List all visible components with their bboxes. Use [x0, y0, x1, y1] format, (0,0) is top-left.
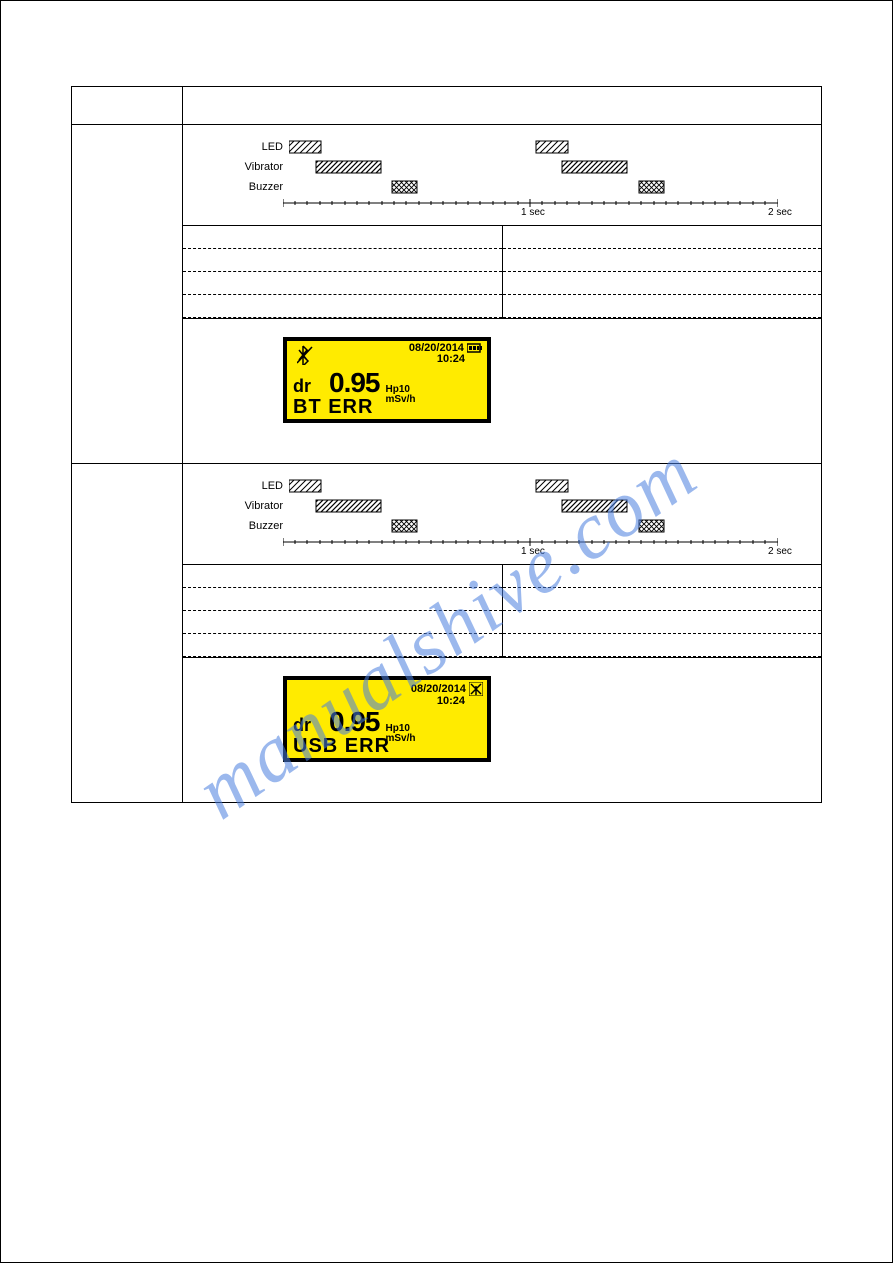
battery-icon [467, 343, 483, 353]
lcd-value-a: 0.95 [329, 369, 380, 397]
vib-bars-a [289, 160, 784, 174]
lcd-time-b: 10:24 [411, 696, 465, 707]
row-b-content: LED Vibrator Buzzer [183, 464, 822, 803]
lcd-dr-label-a: dr [293, 377, 311, 395]
timing-diagram-a: LED Vibrator Buzzer [183, 125, 821, 225]
lcd-error-b: USB ERR [293, 736, 390, 756]
lcd-unit-bot-a: mSv/h [386, 395, 416, 405]
vib-bars-b [289, 499, 784, 513]
row-a-content: LED Vibrator Buzzer [183, 125, 822, 464]
lcd-error-a: BT ERR [293, 397, 373, 417]
buz-bars-b [289, 519, 784, 533]
buz-bars-a [289, 180, 784, 194]
timing-label-vibrator-b: Vibrator [223, 500, 289, 512]
bluetooth-cross-icon [297, 345, 313, 368]
header-left [72, 87, 183, 125]
lcd-dr-label-b: dr [293, 716, 311, 734]
timing-label-vibrator: Vibrator [223, 161, 289, 173]
inner-table-a [183, 225, 821, 318]
lcd-display-b: 08/20/2014 10:24 dr 0.95 Hp10 mSv/h [283, 676, 491, 762]
axis-1sec-a: 1 sec [521, 207, 545, 218]
main-table: LED Vibrator Buzzer [71, 86, 822, 803]
antenna-cross-icon [469, 682, 483, 696]
timing-label-led: LED [223, 141, 289, 153]
timing-diagram-b: LED Vibrator Buzzer [183, 464, 821, 564]
axis-2sec-b: 2 sec [768, 546, 792, 557]
inner-table-b [183, 564, 821, 657]
timing-label-buzzer: Buzzer [223, 181, 289, 193]
led-bars-b [289, 479, 784, 493]
axis-1sec-b: 1 sec [521, 546, 545, 557]
row-b-left [72, 464, 183, 803]
lcd-value-b: 0.95 [329, 708, 380, 736]
lcd-time-a: 10:24 [409, 354, 465, 365]
lcd-display-a: 08/20/2014 10:24 dr 0.95 Hp10 mSv/h [283, 337, 491, 423]
header-right [183, 87, 822, 125]
timing-label-buzzer-b: Buzzer [223, 520, 289, 532]
lcd-date-b: 08/20/2014 [411, 683, 466, 695]
axis-2sec-a: 2 sec [768, 207, 792, 218]
led-bars-a [289, 140, 784, 154]
row-a-left [72, 125, 183, 464]
timing-label-led-b: LED [223, 480, 289, 492]
